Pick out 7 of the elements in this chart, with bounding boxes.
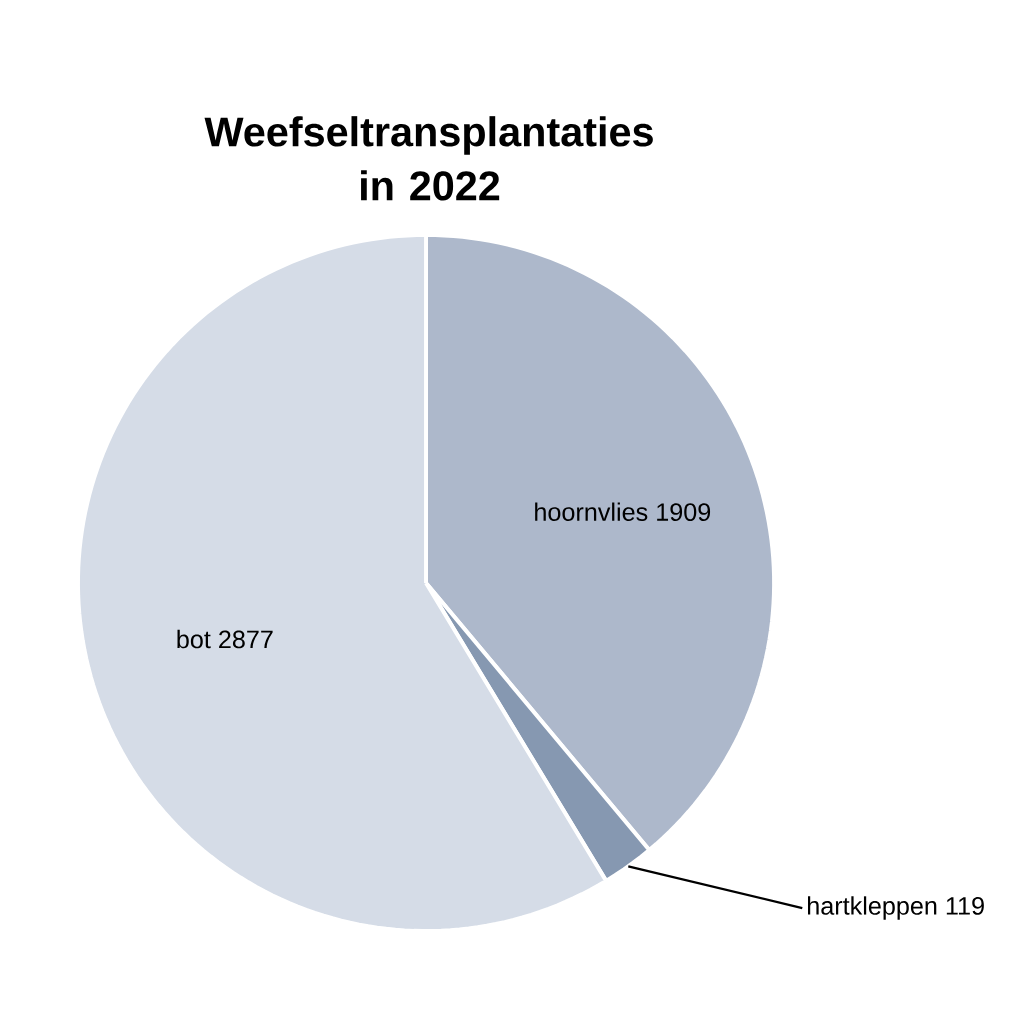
slice-label: hoornvlies [535, 502, 648, 522]
chart-title: Weefseltransplantaties in 2022 [204, 116, 653, 201]
data-label: 1909 [657, 503, 711, 522]
data-label: 119 [946, 896, 984, 915]
slice-label: bot [177, 629, 211, 649]
slice-label: hartkleppen [808, 896, 937, 920]
data-label: 2877 [219, 630, 273, 649]
